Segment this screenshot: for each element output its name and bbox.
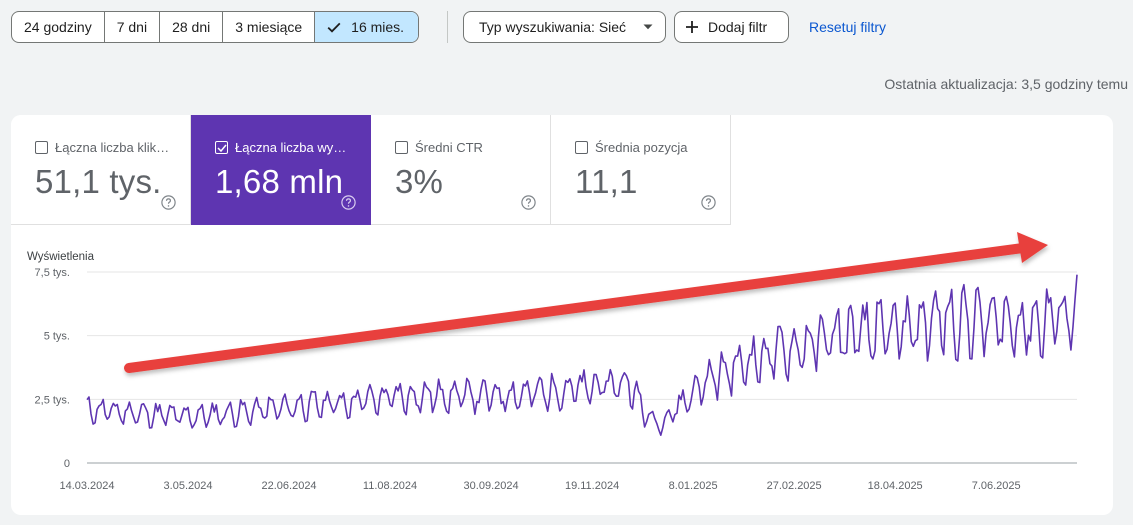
- metric-header: Łączna liczba klik…: [35, 140, 169, 155]
- x-tick-label: 18.04.2025: [868, 480, 923, 492]
- x-tick-label: 3.05.2024: [164, 480, 213, 492]
- x-tick-label: 8.01.2025: [669, 480, 718, 492]
- metric-card-ctr[interactable]: Średni CTR 3%: [371, 115, 551, 225]
- x-tick-label: 11.08.2024: [363, 480, 417, 492]
- metric-label: Łączna liczba klik…: [55, 140, 170, 155]
- range-label: 24 godziny: [24, 19, 92, 35]
- x-tick-label: 27.02.2025: [767, 480, 822, 492]
- checkbox-icon[interactable]: [215, 141, 228, 154]
- range-24-hours[interactable]: 24 godziny: [12, 12, 105, 42]
- last-update-text: Ostatnia aktualizacja: 3,5 godziny temu: [884, 76, 1128, 92]
- performance-card: Łączna liczba klik… 51,1 tys. Łączna lic…: [11, 115, 1113, 515]
- x-tick-label: 19.11.2024: [565, 480, 619, 492]
- metric-card-clicks[interactable]: Łączna liczba klik… 51,1 tys.: [11, 115, 191, 225]
- metric-header: Średnia pozycja: [575, 140, 688, 155]
- date-range-selector: 24 godziny 7 dni 28 dni 3 miesiące 16 mi…: [11, 11, 420, 43]
- add-filter-button[interactable]: Dodaj filtr: [674, 11, 789, 43]
- metric-card-impressions[interactable]: Łączna liczba wy… 1,68 mln: [191, 115, 371, 225]
- range-label: 28 dni: [172, 19, 211, 35]
- check-icon: [327, 22, 341, 33]
- impressions-chart: Wyświetlenia 0 2,5 tys. 5 tys. 7,5 tys. 14.…: [27, 232, 1078, 492]
- y-tick-label: 2,5 tys.: [35, 394, 70, 406]
- search-type-filter[interactable]: Typ wyszukiwania: Sieć: [463, 11, 666, 43]
- checkbox-icon[interactable]: [35, 141, 48, 154]
- x-tick-label: 30.09.2024: [464, 480, 519, 492]
- x-tick-label: 7.06.2025: [972, 480, 1021, 492]
- help-icon[interactable]: [161, 195, 176, 210]
- checkbox-icon[interactable]: [575, 141, 588, 154]
- reset-filters-link[interactable]: Resetuj filtry: [809, 19, 887, 35]
- x-tick-label: 22.06.2024: [262, 480, 317, 492]
- checkbox-icon[interactable]: [395, 141, 408, 154]
- range-label: 16 mies.: [351, 19, 405, 35]
- range-28-days[interactable]: 28 dni: [160, 12, 224, 42]
- metric-value: 11,1: [575, 163, 638, 200]
- metric-header: Łączna liczba wy…: [215, 140, 346, 155]
- add-filter-label: Dodaj filtr: [708, 19, 768, 35]
- range-16-months[interactable]: 16 mies.: [315, 12, 419, 42]
- metric-card-position[interactable]: Średnia pozycja 11,1: [551, 115, 731, 225]
- metric-label: Średni CTR: [415, 140, 483, 155]
- metric-label: Łączna liczba wy…: [235, 140, 347, 155]
- search-type-label: Typ wyszukiwania: Sieć: [479, 19, 627, 35]
- series-line-impressions: [86, 274, 1078, 436]
- help-icon[interactable]: [341, 195, 356, 210]
- metric-value: 51,1 tys.: [35, 163, 162, 200]
- range-3-months[interactable]: 3 miesiące: [223, 12, 316, 42]
- metric-value: 1,68 mln: [215, 163, 344, 200]
- metric-header: Średni CTR: [395, 140, 483, 155]
- trend-arrow-icon: [124, 232, 1048, 373]
- dropdown-arrow-icon: [643, 24, 653, 30]
- range-label: 7 dni: [116, 19, 148, 35]
- range-7-days[interactable]: 7 dni: [105, 12, 161, 42]
- y-axis-title: Wyświetlenia: [27, 251, 95, 263]
- toolbar-divider: [447, 11, 448, 43]
- y-tick-label: 7,5 tys.: [35, 267, 70, 279]
- range-label: 3 miesiące: [235, 19, 303, 35]
- plus-icon: [685, 20, 699, 34]
- x-tick-label: 14.03.2024: [59, 480, 114, 492]
- help-icon[interactable]: [701, 195, 716, 210]
- y-tick-label: 0: [64, 458, 70, 470]
- y-tick-label: 5 tys.: [44, 331, 70, 343]
- help-icon[interactable]: [521, 195, 536, 210]
- metric-label: Średnia pozycja: [595, 140, 688, 155]
- metric-value: 3%: [395, 163, 444, 200]
